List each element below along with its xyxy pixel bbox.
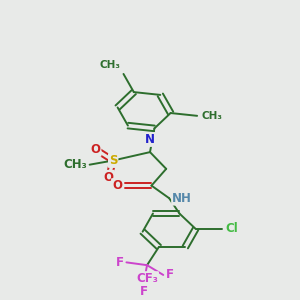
- Text: F: F: [166, 268, 174, 281]
- Text: F: F: [116, 256, 124, 269]
- Text: CH₃: CH₃: [100, 60, 121, 70]
- Text: O: O: [91, 143, 100, 156]
- Text: F: F: [140, 285, 148, 298]
- Text: N: N: [145, 133, 155, 146]
- Text: CH₃: CH₃: [202, 111, 223, 121]
- Text: Cl: Cl: [225, 222, 238, 236]
- Text: CH₃: CH₃: [63, 158, 87, 171]
- Text: S: S: [109, 154, 117, 167]
- Text: O: O: [104, 171, 114, 184]
- Text: CF₃: CF₃: [136, 272, 158, 285]
- Text: O: O: [112, 179, 122, 192]
- Text: NH: NH: [172, 192, 192, 205]
